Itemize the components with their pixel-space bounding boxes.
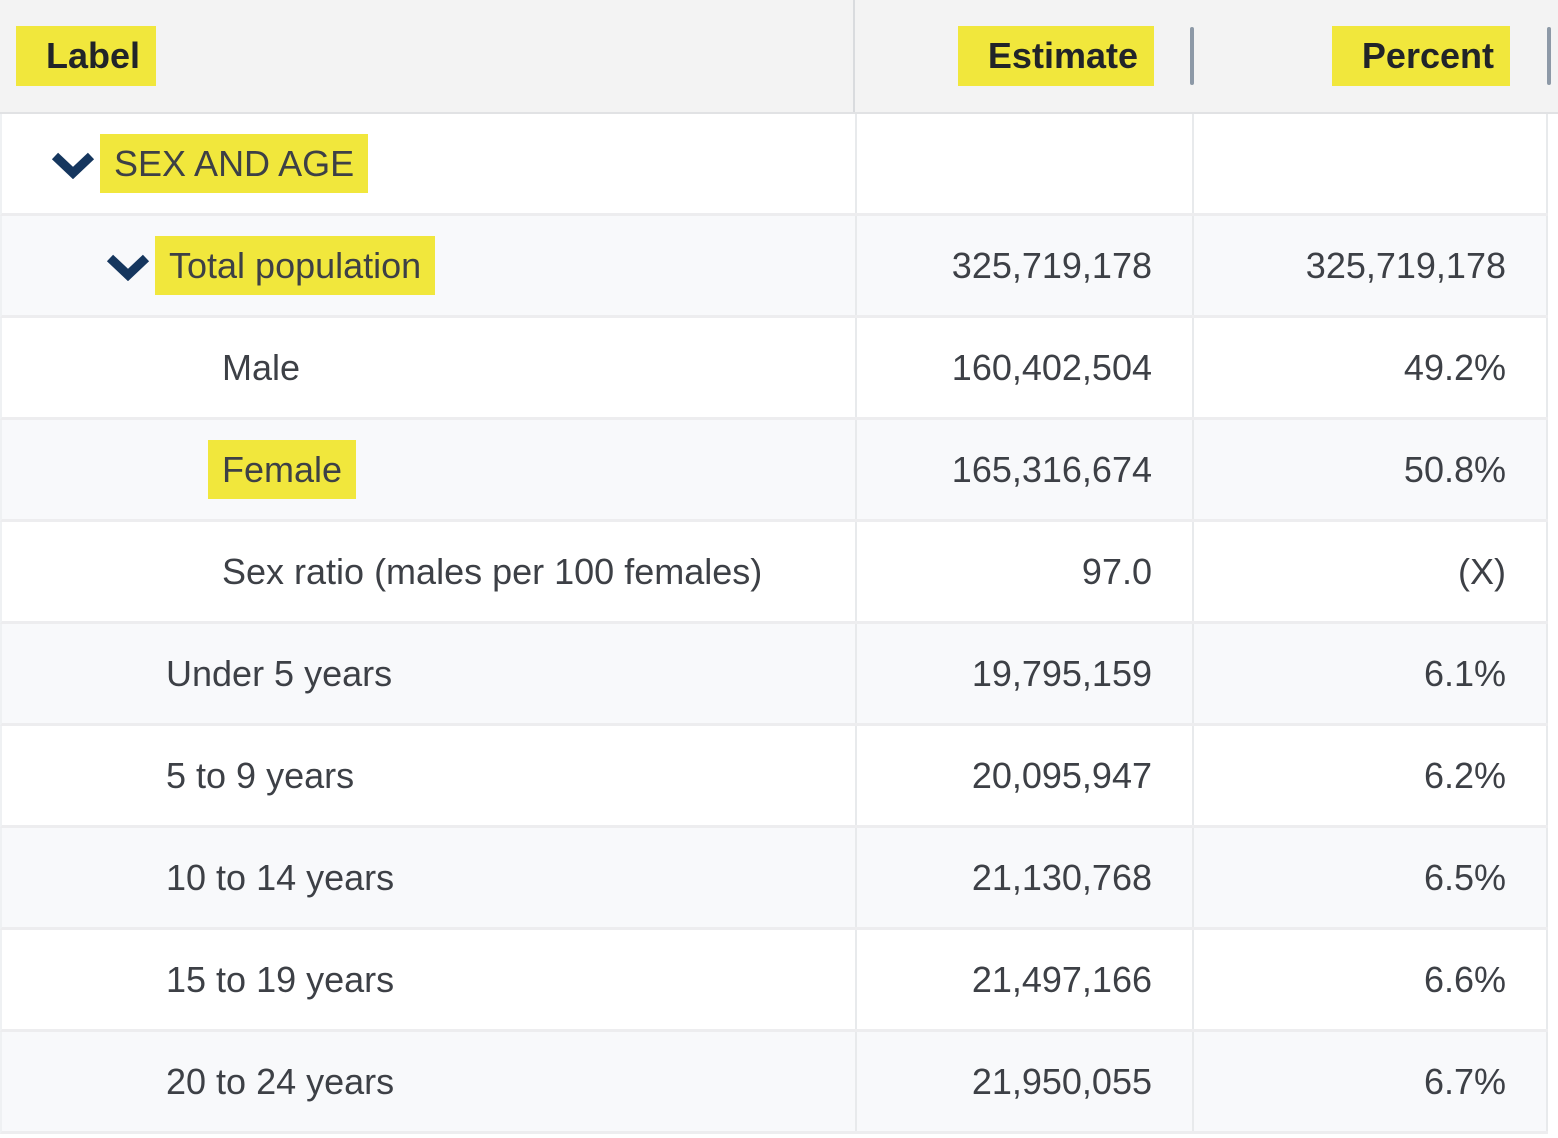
table-body: SEX AND AGE Total population 325,719,178… bbox=[0, 114, 1548, 1134]
row-label: SEX AND AGE bbox=[100, 133, 369, 194]
percent-value: 6.6% bbox=[1423, 958, 1506, 1000]
percent-value: 325,719,178 bbox=[1305, 244, 1506, 286]
estimate-value: 97.0 bbox=[1081, 550, 1152, 592]
column-header-label-text: Label bbox=[16, 26, 157, 86]
estimate-value: 21,950,055 bbox=[971, 1060, 1152, 1102]
label-cell: 15 to 19 years bbox=[2, 930, 855, 1029]
label-cell: 5 to 9 years bbox=[2, 726, 855, 825]
estimate-value: 325,719,178 bbox=[951, 244, 1152, 286]
row-label: Female bbox=[208, 439, 357, 500]
estimate-value: 19,795,159 bbox=[971, 652, 1152, 694]
estimate-value: 20,095,947 bbox=[971, 754, 1152, 796]
table-row: Female 165,316,674 50.8% bbox=[0, 420, 1548, 522]
percent-value: 50.8% bbox=[1403, 448, 1506, 490]
estimate-cell: 19,795,159 bbox=[855, 624, 1192, 723]
table-row: Under 5 years 19,795,159 6.1% bbox=[0, 624, 1548, 726]
column-resize-handle[interactable] bbox=[1547, 27, 1551, 85]
percent-cell: 49.2% bbox=[1192, 318, 1548, 417]
chevron-down-icon[interactable] bbox=[50, 149, 96, 179]
label-cell: Total population bbox=[2, 216, 855, 315]
estimate-cell: 21,130,768 bbox=[855, 828, 1192, 927]
row-label: Under 5 years bbox=[166, 652, 393, 694]
estimate-cell: 97.0 bbox=[855, 522, 1192, 621]
row-label: 20 to 24 years bbox=[166, 1060, 395, 1102]
table-row: 5 to 9 years 20,095,947 6.2% bbox=[0, 726, 1548, 828]
percent-cell: 6.5% bbox=[1192, 828, 1548, 927]
table-header: Label Estimate Percent bbox=[0, 0, 1558, 114]
percent-cell: 50.8% bbox=[1192, 420, 1548, 519]
label-cell: Sex ratio (males per 100 females) bbox=[2, 522, 855, 621]
table-row: Sex ratio (males per 100 females) 97.0 (… bbox=[0, 522, 1548, 624]
label-cell: Female bbox=[2, 420, 855, 519]
percent-cell: (X) bbox=[1192, 522, 1548, 621]
row-label: Male bbox=[222, 346, 301, 388]
estimate-value: 21,130,768 bbox=[971, 856, 1152, 898]
row-label: Total population bbox=[155, 235, 436, 296]
column-header-label[interactable]: Label bbox=[0, 0, 855, 112]
estimate-cell: 165,316,674 bbox=[855, 420, 1192, 519]
table-row: Male 160,402,504 49.2% bbox=[0, 318, 1548, 420]
percent-cell: 6.1% bbox=[1192, 624, 1548, 723]
percent-value: 6.5% bbox=[1423, 856, 1506, 898]
estimate-value: 160,402,504 bbox=[951, 346, 1152, 388]
estimate-cell: 325,719,178 bbox=[855, 216, 1192, 315]
percent-cell bbox=[1192, 114, 1548, 213]
table-row: SEX AND AGE bbox=[0, 114, 1548, 216]
estimate-cell: 160,402,504 bbox=[855, 318, 1192, 417]
percent-value: 6.7% bbox=[1423, 1060, 1506, 1102]
row-label: 10 to 14 years bbox=[166, 856, 395, 898]
label-cell: Under 5 years bbox=[2, 624, 855, 723]
table-row: Total population 325,719,178 325,719,178 bbox=[0, 216, 1548, 318]
estimate-cell: 21,950,055 bbox=[855, 1032, 1192, 1131]
estimate-cell: 20,095,947 bbox=[855, 726, 1192, 825]
percent-cell: 6.6% bbox=[1192, 930, 1548, 1029]
percent-cell: 6.2% bbox=[1192, 726, 1548, 825]
label-cell: 20 to 24 years bbox=[2, 1032, 855, 1131]
estimate-value: 21,497,166 bbox=[971, 958, 1152, 1000]
label-cell: 10 to 14 years bbox=[2, 828, 855, 927]
label-cell: SEX AND AGE bbox=[2, 114, 855, 213]
row-label: 15 to 19 years bbox=[166, 958, 395, 1000]
percent-value: (X) bbox=[1458, 550, 1506, 592]
row-label: Sex ratio (males per 100 females) bbox=[222, 550, 763, 592]
column-header-percent-text: Percent bbox=[1331, 26, 1510, 86]
estimate-cell: 21,497,166 bbox=[855, 930, 1192, 1029]
table-row: 20 to 24 years 21,950,055 6.7% bbox=[0, 1032, 1548, 1134]
column-header-estimate-text: Estimate bbox=[957, 26, 1154, 86]
table-row: 15 to 19 years 21,497,166 6.6% bbox=[0, 930, 1548, 1032]
label-cell: Male bbox=[2, 318, 855, 417]
percent-value: 49.2% bbox=[1403, 346, 1506, 388]
percent-cell: 325,719,178 bbox=[1192, 216, 1548, 315]
percent-cell: 6.7% bbox=[1192, 1032, 1548, 1131]
estimate-cell bbox=[855, 114, 1192, 213]
percent-value: 6.2% bbox=[1423, 754, 1506, 796]
column-header-percent[interactable]: Percent bbox=[1192, 0, 1548, 112]
percent-value: 6.1% bbox=[1423, 652, 1506, 694]
column-resize-handle[interactable] bbox=[1190, 27, 1194, 85]
row-label: 5 to 9 years bbox=[166, 754, 355, 796]
table-row: 10 to 14 years 21,130,768 6.5% bbox=[0, 828, 1548, 930]
column-header-estimate[interactable]: Estimate bbox=[855, 0, 1192, 112]
estimate-value: 165,316,674 bbox=[951, 448, 1152, 490]
chevron-down-icon[interactable] bbox=[105, 251, 151, 281]
